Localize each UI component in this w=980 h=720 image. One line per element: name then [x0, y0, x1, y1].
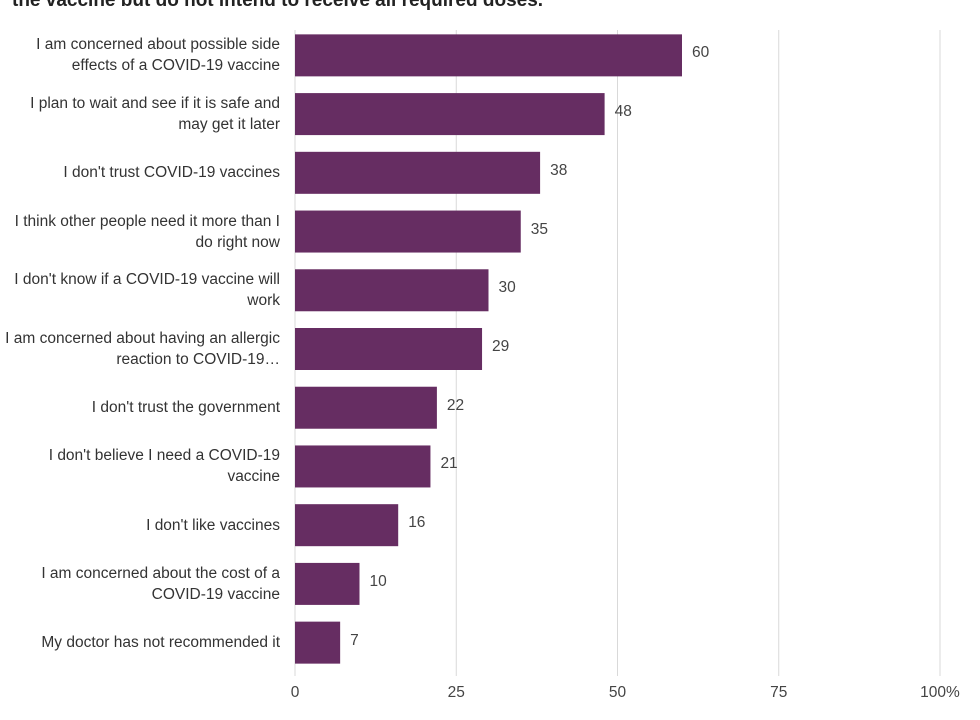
bar [295, 34, 682, 77]
bar [295, 210, 521, 253]
data-label: 29 [492, 338, 510, 355]
data-label: 48 [614, 103, 632, 121]
y-tick-label: I plan to wait and see if it is safe and… [30, 95, 280, 134]
y-tick-label: I don't trust COVID-19 vaccines [63, 164, 280, 182]
x-tick-label: 75 [770, 684, 788, 701]
chart-title: the vaccine but do not intend to receive… [12, 0, 544, 11]
y-tick-label: I don't trust the government [91, 399, 280, 417]
data-label: 21 [440, 455, 458, 473]
data-label: 22 [446, 396, 465, 414]
bar [295, 562, 360, 605]
bar [295, 386, 437, 429]
y-tick-label: I am concerned about possible side effec… [36, 36, 280, 75]
bar [295, 328, 483, 370]
y-tick-label: I don't like vaccines [146, 516, 280, 534]
y-tick-label: My doctor has not recommended it [41, 634, 280, 652]
data-label: 10 [369, 572, 387, 590]
y-tick-label: I think other people need it more than I… [14, 212, 280, 251]
x-tick-label: 100% [920, 684, 960, 701]
bar [295, 504, 399, 547]
x-tick-label: 50 [608, 684, 627, 701]
y-tick-label: I don't believe I need a COVID-19 vaccin… [48, 447, 280, 486]
data-label: 35 [530, 220, 548, 238]
bar [295, 151, 541, 194]
bar [295, 621, 341, 664]
x-tick-label: 25 [447, 684, 465, 701]
y-tick-label: I am concerned about having an allergic … [5, 330, 280, 368]
y-tick-label: I am concerned about the cost of a COVID… [41, 564, 280, 603]
y-tick-label: I don't know if a COVID-19 vaccine will … [14, 271, 280, 310]
bar [295, 445, 431, 488]
data-label: 60 [692, 44, 710, 62]
data-label: 16 [408, 514, 426, 532]
data-label: 30 [498, 279, 516, 297]
bar [295, 93, 605, 136]
data-label: 38 [550, 161, 568, 179]
bar [295, 269, 489, 312]
data-label: 7 [350, 631, 359, 649]
x-tick-label: 0 [290, 684, 300, 701]
